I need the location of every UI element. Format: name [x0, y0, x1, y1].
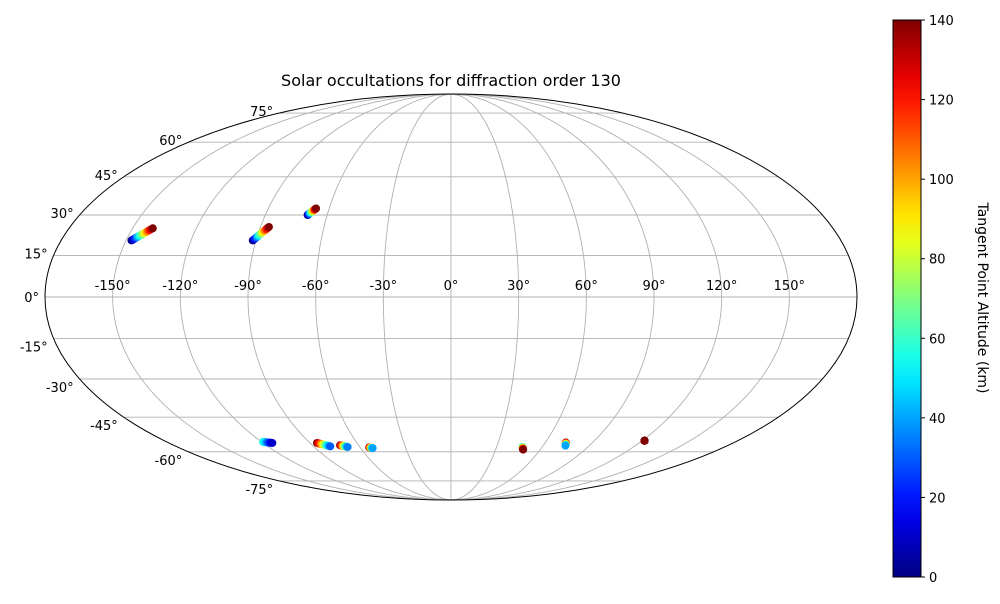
data-point — [312, 204, 321, 213]
colorbar-tick-label: 100 — [929, 173, 954, 188]
colorbar-gradient — [892, 19, 922, 578]
x-tick-label: 120° — [706, 279, 737, 294]
x-tick-label: -120° — [162, 279, 198, 294]
y-tick-labels: 75° 60° 45° 30° 15° 0° -15° -30° -45° -60° -75° — [20, 105, 273, 498]
colorbar-tick-label: 20 — [929, 491, 946, 506]
colorbar: 0 20 40 60 80 100 120 140 Tangent Point Altitud… — [892, 14, 990, 586]
colorbar-tick-label: 140 — [929, 14, 954, 29]
y-tick-label: -30° — [46, 381, 74, 396]
x-tick-label: -30° — [369, 279, 397, 294]
x-tick-label: 60° — [575, 279, 598, 294]
data-point — [519, 445, 528, 454]
data-point — [561, 441, 570, 450]
y-tick-label: -45° — [90, 419, 118, 434]
map-boundary — [44, 93, 858, 501]
data-point — [343, 442, 352, 451]
x-tick-labels: -150° -120° -90° -60° -30° 0° 30° 60° 90° 120° 150… — [95, 279, 805, 294]
colorbar-tick-label: 60 — [929, 332, 946, 347]
y-tick-label: 75° — [250, 105, 273, 120]
y-tick-label: -15° — [20, 341, 48, 356]
y-tick-label: -60° — [155, 454, 183, 469]
data-point — [268, 438, 277, 447]
x-tick-label: -60° — [302, 279, 330, 294]
y-tick-label: 15° — [25, 247, 48, 262]
y-tick-label: -75° — [245, 483, 273, 498]
x-tick-label: 90° — [642, 279, 665, 294]
data-point — [148, 224, 157, 233]
data-point — [368, 444, 377, 453]
x-tick-label: -90° — [234, 279, 262, 294]
x-tick-label: -150° — [95, 279, 131, 294]
data-point — [264, 222, 273, 231]
x-tick-label: 150° — [774, 279, 805, 294]
data-points — [127, 204, 649, 454]
data-point — [640, 436, 649, 445]
colorbar-tick-label: 40 — [929, 412, 946, 427]
chart-title: Solar occultations for diffraction order… — [281, 71, 621, 90]
grid-lines — [45, 93, 857, 501]
colorbar-tick-label: 0 — [929, 571, 937, 586]
x-tick-label: 0° — [444, 279, 459, 294]
x-tick-label: 30° — [507, 279, 530, 294]
data-point — [326, 442, 335, 451]
colorbar-ticks: 0 20 40 60 80 100 120 140 — [921, 14, 954, 586]
colorbar-label: Tangent Point Altitude (km) — [974, 201, 990, 393]
colorbar-tick-label: 80 — [929, 253, 946, 268]
y-tick-label: 60° — [159, 134, 182, 149]
y-tick-label: 45° — [95, 169, 118, 184]
colorbar-tick-label: 120 — [929, 94, 954, 109]
y-tick-label: 30° — [51, 207, 74, 222]
y-tick-label: 0° — [24, 291, 39, 306]
